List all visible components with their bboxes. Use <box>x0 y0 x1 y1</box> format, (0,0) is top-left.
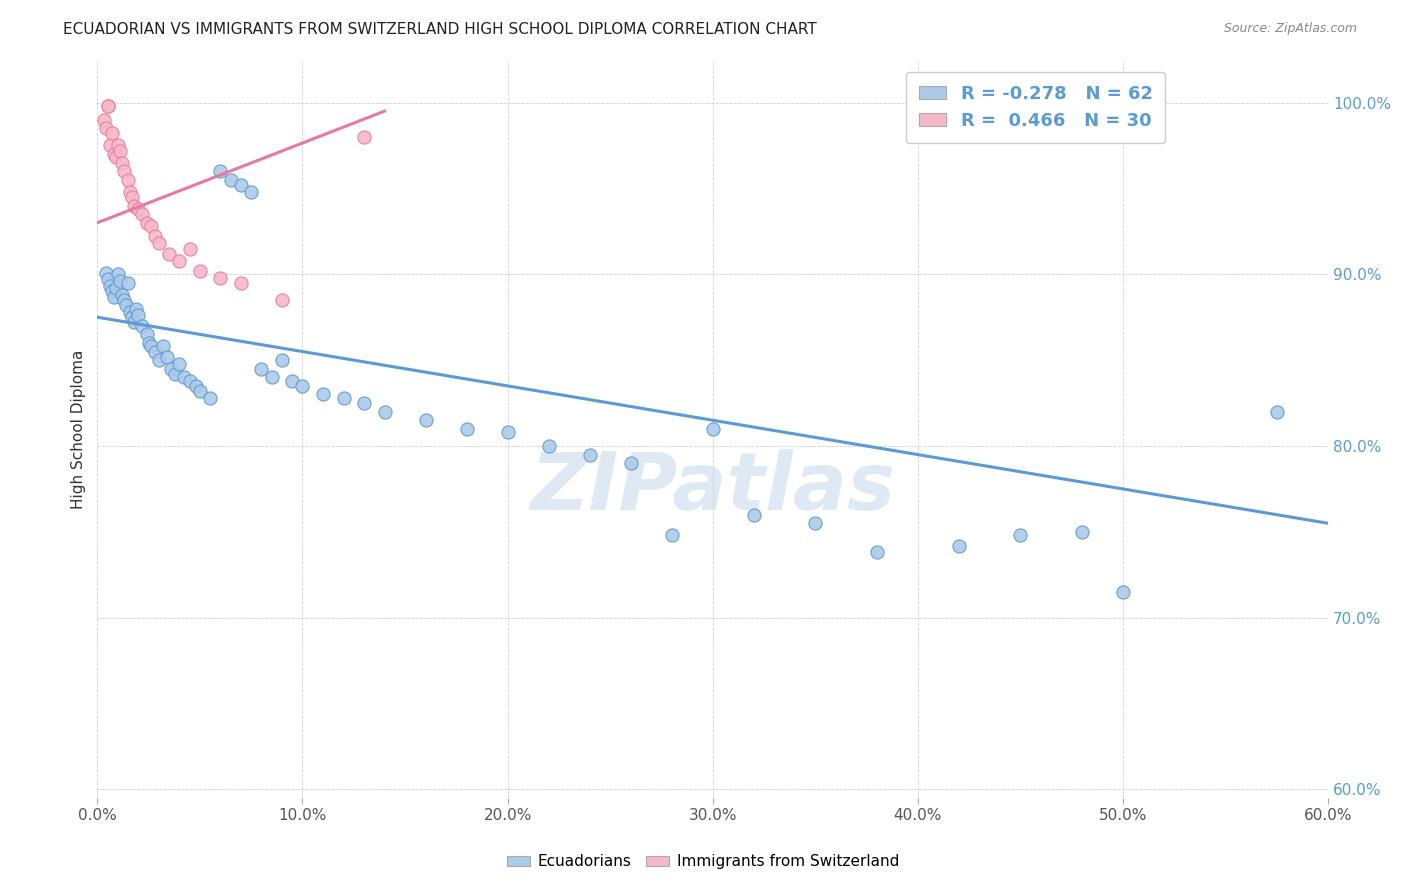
Point <box>115 298 138 312</box>
Point <box>198 391 221 405</box>
Point <box>179 242 201 256</box>
Point <box>496 425 519 440</box>
Point <box>229 276 252 290</box>
Point <box>112 164 135 178</box>
Point <box>143 229 166 244</box>
Point <box>94 266 117 280</box>
Point <box>148 236 170 251</box>
Point <box>271 293 294 307</box>
Y-axis label: High School Diploma: High School Diploma <box>72 349 86 508</box>
Point <box>165 367 187 381</box>
Legend: R = -0.278   N = 62, R =  0.466   N = 30: R = -0.278 N = 62, R = 0.466 N = 30 <box>907 72 1166 143</box>
Point <box>127 202 149 216</box>
Point <box>188 264 211 278</box>
Point <box>111 288 134 302</box>
Point <box>157 246 180 260</box>
Point <box>98 138 121 153</box>
Point <box>156 350 179 364</box>
Point <box>1265 405 1288 419</box>
Point <box>104 281 127 295</box>
Point <box>229 178 252 192</box>
Point <box>121 190 143 204</box>
Point <box>661 528 683 542</box>
Text: ZIPatlas: ZIPatlas <box>530 449 896 527</box>
Point <box>125 301 148 316</box>
Point <box>742 508 765 522</box>
Point <box>127 309 149 323</box>
Point <box>169 253 191 268</box>
Point <box>143 344 166 359</box>
Point <box>108 274 131 288</box>
Point <box>107 138 129 153</box>
Point <box>250 361 273 376</box>
Point <box>111 155 134 169</box>
Point <box>173 370 195 384</box>
Point <box>139 219 162 234</box>
Point <box>271 353 294 368</box>
Point <box>456 422 478 436</box>
Point <box>240 185 263 199</box>
Point <box>103 147 125 161</box>
Point <box>260 370 283 384</box>
Point <box>578 448 600 462</box>
Point <box>291 379 314 393</box>
Point <box>139 339 162 353</box>
Point <box>138 335 160 350</box>
Point <box>804 516 827 531</box>
Point <box>120 305 142 319</box>
Point <box>415 413 437 427</box>
Point <box>620 456 643 470</box>
Point <box>152 339 174 353</box>
Text: Source: ZipAtlas.com: Source: ZipAtlas.com <box>1223 22 1357 36</box>
Point <box>108 144 131 158</box>
Point <box>1112 585 1135 599</box>
Point <box>1071 524 1094 539</box>
Point <box>148 353 170 368</box>
Point <box>169 357 191 371</box>
Legend: Ecuadorians, Immigrants from Switzerland: Ecuadorians, Immigrants from Switzerland <box>501 848 905 875</box>
Point <box>209 270 232 285</box>
Point <box>97 99 120 113</box>
Point <box>131 318 153 333</box>
Point <box>1010 528 1032 542</box>
Point <box>537 439 560 453</box>
Point <box>135 216 157 230</box>
Point <box>373 405 395 419</box>
Point <box>188 384 211 398</box>
Point <box>124 315 146 329</box>
Point <box>117 173 139 187</box>
Point <box>104 151 127 165</box>
Point <box>160 361 183 376</box>
Point <box>353 396 375 410</box>
Point <box>94 121 117 136</box>
Text: ECUADORIAN VS IMMIGRANTS FROM SWITZERLAND HIGH SCHOOL DIPLOMA CORRELATION CHART: ECUADORIAN VS IMMIGRANTS FROM SWITZERLAN… <box>63 22 817 37</box>
Point <box>100 127 122 141</box>
Point <box>702 422 724 436</box>
Point <box>97 99 120 113</box>
Point <box>281 374 304 388</box>
Point <box>184 379 207 393</box>
Point <box>107 267 129 281</box>
Point <box>312 387 335 401</box>
Point <box>103 290 125 304</box>
Point <box>131 207 153 221</box>
Point <box>120 185 142 199</box>
Point <box>219 173 242 187</box>
Point <box>97 272 120 286</box>
Point <box>121 310 143 325</box>
Point <box>948 539 970 553</box>
Point <box>124 198 146 212</box>
Point <box>135 327 157 342</box>
Point <box>179 374 201 388</box>
Point <box>332 391 354 405</box>
Point <box>100 285 122 299</box>
Point <box>117 276 139 290</box>
Point <box>866 545 889 559</box>
Point <box>98 279 121 293</box>
Point <box>93 112 115 127</box>
Point <box>353 129 375 144</box>
Point <box>112 293 135 307</box>
Point <box>209 164 232 178</box>
